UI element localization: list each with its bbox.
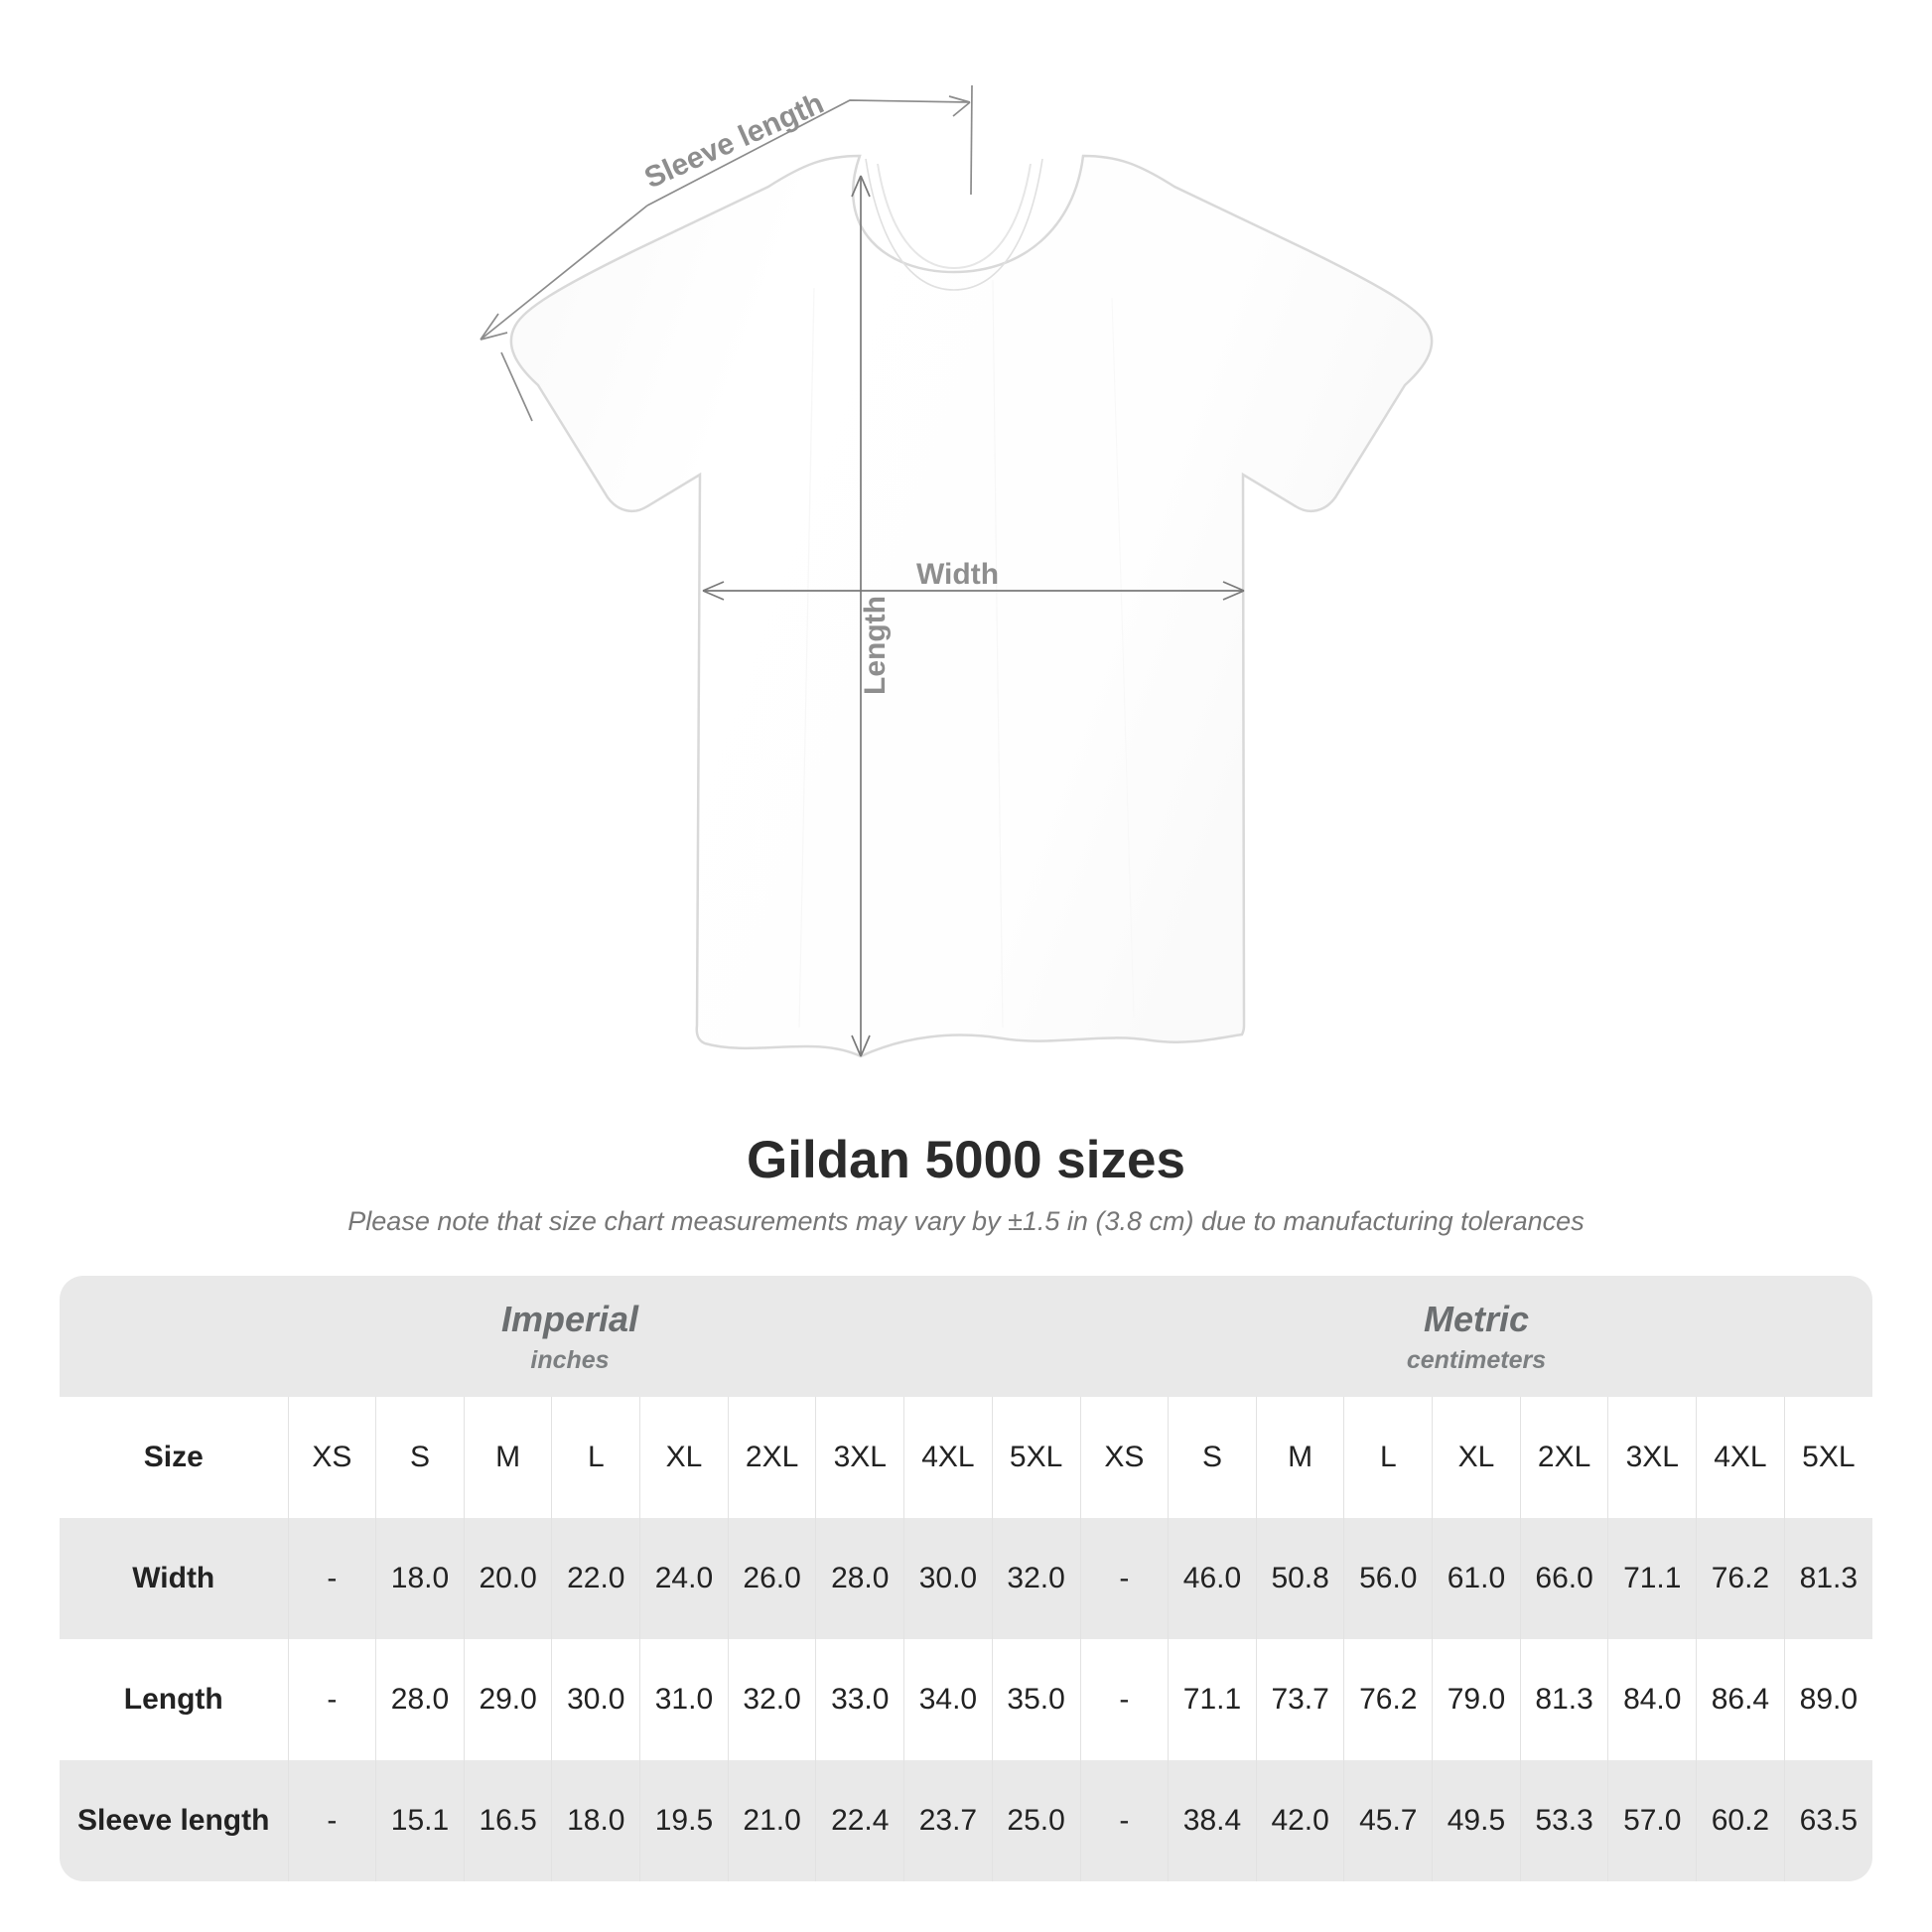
svg-text:Length: Length — [859, 596, 892, 695]
svg-text:Sleeve length: Sleeve length — [639, 87, 828, 196]
svg-text:Width: Width — [916, 558, 999, 591]
